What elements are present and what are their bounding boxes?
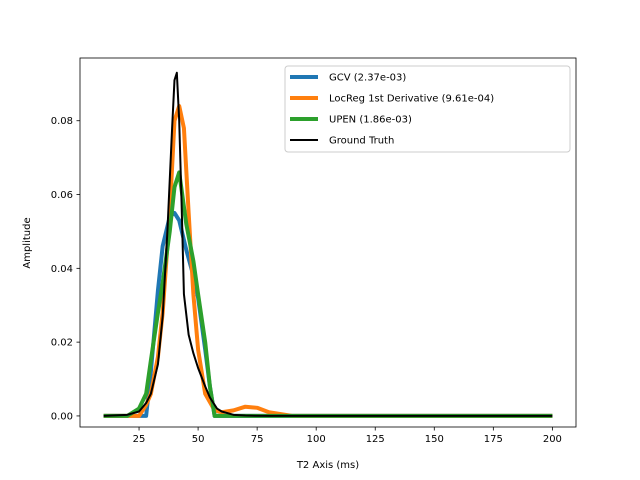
x-tick-label: 150	[425, 434, 444, 445]
x-tick-label: 25	[133, 434, 146, 445]
y-tick-label: 0.00	[51, 411, 73, 422]
legend-label-4: Ground Truth	[329, 136, 394, 147]
y-axis-label: Amplitude	[22, 217, 33, 268]
x-tick-label: 125	[366, 434, 385, 445]
legend-label-1: GCV (2.37e-03)	[329, 73, 406, 84]
legend-label-2: LocReg 1st Derivative (9.61e-04)	[329, 94, 494, 105]
series-layer	[103, 71, 553, 418]
y-tick-label: 0.02	[51, 338, 73, 349]
legend-box	[284, 65, 571, 153]
series-line-4	[103, 71, 553, 417]
series-line-3	[103, 170, 553, 418]
y-tick-label: 0.04	[51, 264, 73, 275]
x-tick-label: 100	[307, 434, 326, 445]
y-tick-label: 0.06	[51, 190, 73, 201]
x-tick-label: 75	[251, 434, 264, 445]
x-axis-label: T2 Axis (ms)	[296, 460, 359, 471]
axes-layer: 25 50 75 100 125 150 175 200 0.00 0.02 0.04 0.06 0.0…	[51, 57, 577, 445]
x-tick-label: 50	[192, 434, 205, 445]
plot-frame	[79, 57, 577, 428]
y-tick-label: 0.08	[51, 116, 73, 127]
x-tick-label: 200	[543, 434, 562, 445]
x-tick-label: 175	[484, 434, 503, 445]
legend: GCV (2.37e-03) LocReg 1st Derivative (9.6…	[284, 65, 571, 153]
series-line-1	[103, 210, 553, 418]
legend-label-3: UPEN (1.86e-03)	[329, 115, 412, 126]
